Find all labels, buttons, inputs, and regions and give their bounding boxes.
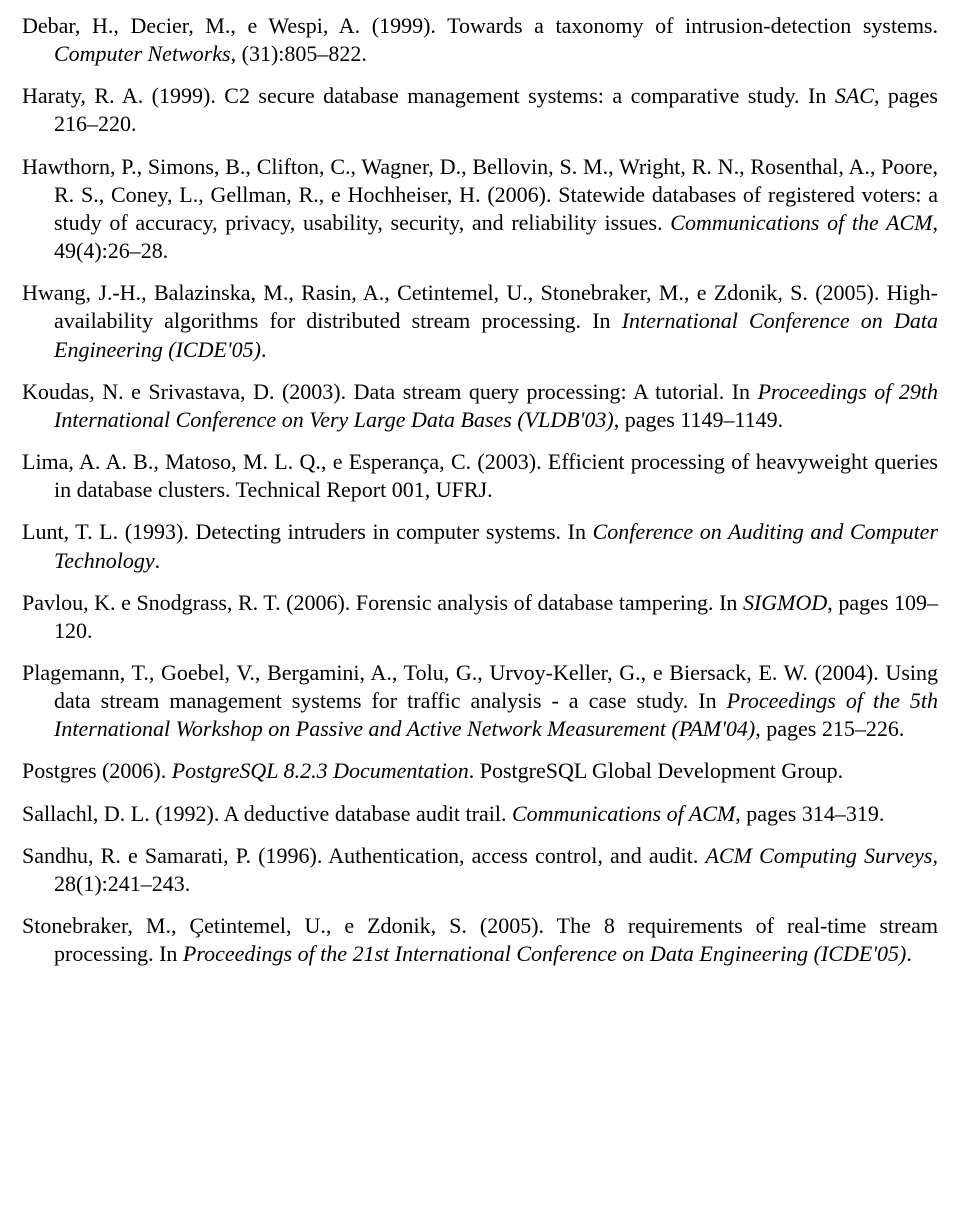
reference-entry: Sandhu, R. e Samarati, P. (1996). Authen… bbox=[22, 842, 938, 898]
ref-text-ital: Communications of the ACM bbox=[670, 210, 932, 235]
ref-text-ital: SAC bbox=[835, 83, 874, 108]
reference-entry: Pavlou, K. e Snodgrass, R. T. (2006). Fo… bbox=[22, 589, 938, 645]
ref-text-pre: Haraty, R. A. (1999). C2 secure database… bbox=[22, 83, 835, 108]
ref-text-post: , pages 215–226. bbox=[755, 716, 904, 741]
ref-text-ital: PostgreSQL 8.2.3 Documentation bbox=[172, 758, 469, 783]
reference-entry: Plagemann, T., Goebel, V., Bergamini, A.… bbox=[22, 659, 938, 743]
ref-text-ital: ACM Computing Surveys bbox=[706, 843, 933, 868]
ref-text-post: . bbox=[155, 548, 161, 573]
reference-entry: Hawthorn, P., Simons, B., Clifton, C., W… bbox=[22, 153, 938, 266]
ref-text-pre: Sandhu, R. e Samarati, P. (1996). Authen… bbox=[22, 843, 706, 868]
reference-entry: Postgres (2006). PostgreSQL 8.2.3 Docume… bbox=[22, 757, 938, 785]
ref-text-ital: Computer Networks bbox=[54, 41, 231, 66]
ref-text-pre: Lunt, T. L. (1993). Detecting intruders … bbox=[22, 519, 593, 544]
reference-entry: Haraty, R. A. (1999). C2 secure database… bbox=[22, 82, 938, 138]
ref-text-pre: Debar, H., Decier, M., e Wespi, A. (1999… bbox=[22, 13, 938, 38]
ref-text-ital: Communications of ACM bbox=[512, 801, 735, 826]
ref-text-pre: Lima, A. A. B., Matoso, M. L. Q., e Espe… bbox=[22, 449, 938, 502]
ref-text-ital: SIGMOD bbox=[743, 590, 827, 615]
ref-text-post: , pages 314–319. bbox=[735, 801, 884, 826]
ref-text-post: . PostgreSQL Global Development Group. bbox=[469, 758, 843, 783]
ref-text-pre: Sallachl, D. L. (1992). A deductive data… bbox=[22, 801, 512, 826]
ref-text-pre: Koudas, N. e Srivastava, D. (2003). Data… bbox=[22, 379, 758, 404]
ref-text-post: . bbox=[906, 941, 912, 966]
ref-text-post: , (31):805–822. bbox=[231, 41, 367, 66]
reference-entry: Koudas, N. e Srivastava, D. (2003). Data… bbox=[22, 378, 938, 434]
ref-text-ital: Proceedings of the 21st International Co… bbox=[183, 941, 906, 966]
ref-text-pre: Pavlou, K. e Snodgrass, R. T. (2006). Fo… bbox=[22, 590, 743, 615]
ref-text-pre: Postgres (2006). bbox=[22, 758, 172, 783]
references-list: Debar, H., Decier, M., e Wespi, A. (1999… bbox=[22, 12, 938, 968]
ref-text-post: , pages 1149–1149. bbox=[614, 407, 783, 432]
reference-entry: Sallachl, D. L. (1992). A deductive data… bbox=[22, 800, 938, 828]
reference-entry: Lima, A. A. B., Matoso, M. L. Q., e Espe… bbox=[22, 448, 938, 504]
reference-entry: Lunt, T. L. (1993). Detecting intruders … bbox=[22, 518, 938, 574]
reference-entry: Debar, H., Decier, M., e Wespi, A. (1999… bbox=[22, 12, 938, 68]
ref-text-post: . bbox=[261, 337, 267, 362]
reference-entry: Stonebraker, M., Çetintemel, U., e Zdoni… bbox=[22, 912, 938, 968]
reference-entry: Hwang, J.-H., Balazinska, M., Rasin, A.,… bbox=[22, 279, 938, 363]
